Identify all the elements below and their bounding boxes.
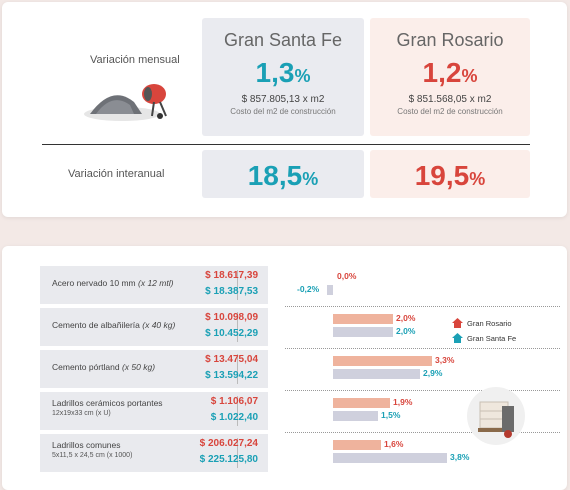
material-row: Ladrillos comunes 5x11,5 x 24,5 cm (x 100… (40, 434, 268, 472)
rosario-annual-box: 19,5% (370, 150, 530, 198)
rosario-material-price: $ 1.106,07 (210, 396, 258, 407)
santa-fe-material-price: $ 13.594,22 (205, 370, 258, 381)
rosario-monthly-box: Gran Rosario 1,2% $ 851.568,05 x m2 Cost… (370, 18, 530, 136)
legend-rosario: Gran Rosario (452, 318, 512, 328)
santa-fe-annual-box: 18,5% (202, 150, 364, 198)
monthly-variation-card: Variación mensual Gran Santa Fe 1,3% $ 8… (2, 2, 567, 217)
santa-fe-title: Gran Santa Fe (223, 30, 343, 50)
material-row: Acero nervado 10 mm (x 12 mtl) $ 18.617,… (40, 266, 268, 304)
material-row: Cemento de albañilería (x 40 kg) $ 10.09… (40, 308, 268, 346)
santa-fe-annual-value: 18,5% (247, 160, 319, 191)
cement-mixer-icon (84, 84, 167, 121)
santa-fe-monthly-value: 1,3% (255, 57, 311, 88)
santa-fe-material-price: $ 18.387,53 (205, 286, 258, 297)
santa-fe-price-caption: Costo del m2 de construcción (230, 107, 336, 116)
rosario-title: Gran Rosario (396, 30, 504, 50)
row-divider (285, 390, 560, 391)
section-divider (42, 144, 530, 145)
row-separator (237, 396, 238, 426)
house-icon (452, 318, 463, 328)
rosario-material-price: $ 10.098,09 (205, 312, 258, 323)
material-name: Acero nervado 10 mm (x 12 mtl) (52, 278, 174, 288)
row-separator (237, 312, 238, 342)
annual-variation-label: Variación interanual (68, 168, 165, 180)
santa-fe-material-price: $ 10.452,29 (205, 328, 258, 339)
rosario-annual-value: 19,5% (414, 160, 486, 191)
row-separator (237, 438, 238, 468)
santa-fe-material-price: $ 225.125,80 (199, 454, 258, 465)
row-separator (237, 270, 238, 300)
row-divider (285, 432, 560, 433)
material-row: Ladrillos cerámicos portantes 12x19x33 cm… (40, 392, 268, 430)
brick-pallet-icon (467, 387, 525, 445)
santa-fe-monthly-box: Gran Santa Fe 1,3% $ 857.805,13 x m2 Cos… (202, 18, 364, 136)
santa-fe-material-price: $ 1.022,40 (210, 412, 258, 423)
rosario-material-price: $ 13.475,04 (205, 354, 258, 365)
rosario-material-price: $ 206.027,24 (199, 438, 258, 449)
rosario-monthly-value: 1,2% (422, 57, 478, 88)
row-divider (285, 348, 560, 349)
material-name: Ladrillos cerámicos portantes 12x19x33 cm… (52, 398, 163, 417)
house-icon (452, 333, 463, 343)
material-name: Cemento pórtland (x 50 kg) (52, 362, 156, 372)
santa-fe-price: $ 857.805,13 x m2 (241, 94, 325, 105)
row-separator (237, 354, 238, 384)
rosario-price-caption: Costo del m2 de construcción (397, 107, 503, 116)
legend-santa-fe: Gran Santa Fe (452, 333, 516, 343)
material-row: Cemento pórtland (x 50 kg) $ 13.475,04 $… (40, 350, 268, 388)
monthly-variation-label: Variación mensual (90, 54, 180, 66)
material-name: Ladrillos comunes 5x11,5 x 24,5 cm (x 100… (52, 440, 133, 459)
material-name: Cemento de albañilería (x 40 kg) (52, 320, 176, 330)
rosario-price: $ 851.568,05 x m2 (408, 94, 492, 105)
row-divider (285, 306, 560, 307)
rosario-material-price: $ 18.617,39 (205, 270, 258, 281)
